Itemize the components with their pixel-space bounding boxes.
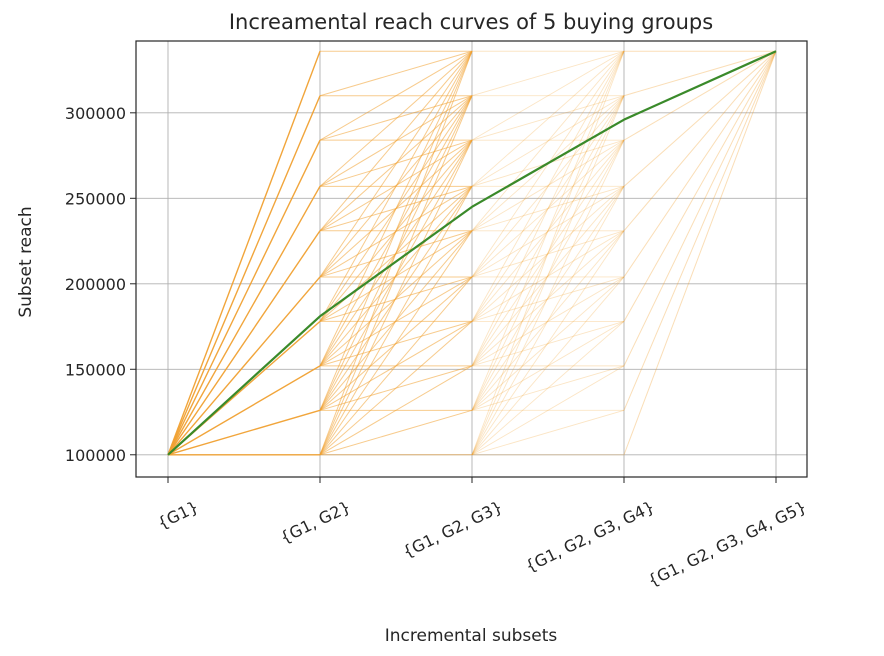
curve-segment-c-4-6 [471, 185, 625, 278]
curve-segment-d-5 [623, 50, 777, 232]
curve-segment-c-5-7 [471, 139, 625, 232]
curve-segment-c-1-9 [471, 51, 625, 411]
curve-segment-c-0-6 [471, 186, 625, 455]
curve-segment-d-3 [623, 51, 777, 322]
curve-segment-c-2-7 [471, 139, 625, 367]
curve-segment-c-0-1 [471, 409, 625, 456]
curve-segment-c-1-2 [471, 365, 625, 411]
curve-segment-c-5-9 [471, 50, 625, 232]
curve-segment-c-4-5 [471, 230, 625, 278]
y-axis-ticks: 100000 150000 200000 250000 300000 [65, 104, 136, 465]
curve-segment-c-2-5 [471, 230, 625, 367]
curve-segment-c-1-3 [471, 321, 625, 411]
curve-segment-c-1-8 [471, 95, 625, 411]
curve-segment-d-4 [623, 50, 777, 278]
curve-segment-b-4-9 [319, 50, 473, 278]
curve-segment-c-3-7 [471, 139, 625, 322]
curve-segment-b-0-1 [319, 409, 473, 456]
curve-segment-b-3-4 [319, 276, 473, 322]
curve-segment-a-5 [167, 230, 321, 456]
average-reach-series [167, 50, 777, 456]
curve-segment-c-1-5 [471, 230, 625, 411]
curve-segment-d-0 [623, 51, 777, 455]
curve-segment-b-2-3 [319, 320, 473, 367]
y-tick-label-3: 250000 [65, 189, 126, 208]
curve-segment-b-4-6 [319, 185, 473, 278]
curve-segment-a-7 [167, 139, 321, 456]
curve-segment-a-9 [167, 51, 321, 456]
curve-segment-b-6-9 [319, 50, 473, 187]
curve-segment-b-2-5 [319, 230, 473, 367]
curve-segment-a-2 [167, 365, 321, 456]
curve-segment-c-1-6 [471, 186, 625, 411]
curve-segment-b-7-8 [319, 95, 473, 141]
curve-segment-c-1-4 [471, 276, 625, 411]
curve-segment-d-2 [623, 51, 777, 367]
x-axis-label: Incremental subsets [385, 626, 558, 646]
curve-segment-c-2-3 [471, 320, 625, 367]
curve-segment-c-0-7 [471, 139, 625, 455]
curve-segment-c-7-9 [471, 50, 625, 141]
curve-segment-a-4 [167, 276, 321, 456]
curve-segment-c-3-5 [471, 230, 625, 322]
curve-segment-b-6-7 [319, 139, 473, 187]
curve-segment-b-8-9 [319, 50, 473, 97]
chart-title: Increamental reach curves of 5 buying gr… [229, 10, 713, 34]
reach-curve-bundle [167, 50, 777, 456]
curve-segment-c-4-7 [471, 139, 625, 278]
curve-segment-b-1-5 [319, 230, 473, 411]
curve-segment-c-2-9 [471, 51, 625, 367]
curve-segment-d-7 [623, 50, 777, 141]
curve-segment-a-6 [167, 185, 321, 456]
curve-segment-c-5-6 [471, 185, 625, 232]
y-tick-label-4: 300000 [65, 104, 126, 123]
curve-segment-c-0-4 [471, 276, 625, 456]
curve-segment-d-8 [623, 50, 777, 97]
curve-segment-b-5-6 [319, 185, 473, 232]
curve-segment-b-0-5 [319, 230, 473, 456]
curve-segment-c-0-9 [471, 51, 625, 455]
curve-segment-b-5-7 [319, 139, 473, 232]
curve-segment-c-2-4 [471, 276, 625, 367]
curve-segment-b-3-5 [319, 230, 473, 322]
y-axis-label: Subset reach [16, 206, 36, 317]
curve-segment-b-4-5 [319, 230, 473, 278]
y-tick-label-0: 100000 [65, 446, 126, 465]
curve-segment-c-6-8 [471, 95, 625, 187]
series-line-0 [167, 50, 777, 456]
y-tick-label-1: 150000 [65, 360, 126, 379]
curve-segment-c-1-7 [471, 139, 625, 411]
curve-segment-b-6-8 [319, 95, 473, 187]
curve-segment-b-1-2 [319, 365, 473, 411]
curve-segment-c-3-6 [471, 185, 625, 322]
curve-segment-c-7-8 [471, 95, 625, 141]
curve-segment-a-8 [167, 95, 321, 456]
y-tick-label-2: 200000 [65, 275, 126, 294]
curve-segment-c-0-3 [471, 321, 625, 456]
curve-segment-a-1 [167, 409, 321, 456]
curve-segment-c-8-9 [471, 50, 625, 97]
curve-segment-c-2-6 [471, 186, 625, 367]
curve-segment-b-2-7 [319, 139, 473, 367]
curve-segment-c-6-9 [471, 50, 625, 187]
curve-segment-b-1-7 [319, 139, 473, 411]
curve-segment-c-3-4 [471, 276, 625, 322]
curve-segment-d-6 [623, 50, 777, 187]
curve-segment-c-2-8 [471, 95, 625, 367]
curve-segment-c-0-5 [471, 230, 625, 456]
curve-segment-c-3-9 [471, 51, 625, 322]
curve-segment-c-4-8 [471, 95, 625, 278]
curve-segment-c-0-2 [471, 365, 625, 456]
curve-segment-c-0-8 [471, 95, 625, 455]
curve-segment-d-1 [623, 51, 777, 411]
